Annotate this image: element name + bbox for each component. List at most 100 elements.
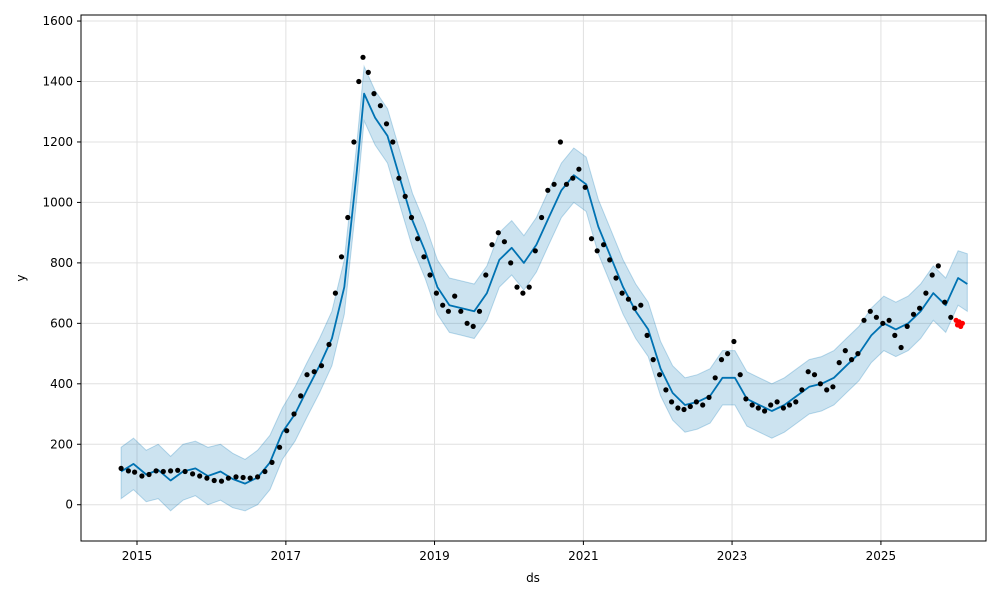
data-point — [601, 242, 607, 248]
data-point — [570, 175, 576, 181]
data-point — [415, 236, 421, 242]
highlight-point — [959, 320, 966, 326]
data-point — [291, 411, 297, 417]
data-point — [377, 103, 383, 109]
data-point — [298, 393, 304, 399]
data-point — [817, 381, 824, 387]
data-point — [311, 369, 317, 375]
data-point — [225, 475, 231, 481]
data-point — [619, 290, 625, 296]
data-point — [743, 396, 749, 402]
data-point — [514, 284, 520, 290]
data-point — [948, 314, 954, 320]
data-point — [755, 405, 761, 411]
data-point — [408, 214, 415, 221]
data-point — [786, 402, 793, 408]
x-tick-label: 2019 — [419, 549, 450, 563]
data-point — [563, 181, 570, 187]
data-point — [211, 477, 217, 484]
data-point — [669, 399, 675, 405]
observed-points — [118, 54, 954, 484]
uncertainty-band — [120, 64, 968, 512]
uncertainty-band-area — [120, 64, 968, 512]
data-point — [737, 372, 743, 378]
data-point — [942, 299, 948, 305]
data-point — [700, 402, 706, 408]
data-point — [774, 399, 780, 405]
data-point — [118, 465, 124, 471]
data-point — [452, 293, 458, 299]
grid — [81, 15, 986, 541]
data-point — [892, 332, 898, 338]
data-point — [345, 214, 351, 221]
data-point — [146, 471, 152, 478]
data-point — [218, 478, 225, 484]
data-point — [557, 139, 564, 145]
x-tick-label: 2025 — [866, 549, 897, 563]
data-point — [269, 459, 275, 465]
data-point — [318, 363, 325, 369]
data-point — [768, 402, 774, 408]
data-point — [625, 296, 632, 302]
data-point — [551, 181, 557, 187]
data-point — [749, 402, 755, 408]
data-point — [160, 468, 166, 475]
data-point — [762, 408, 768, 414]
data-point — [262, 468, 268, 475]
data-point — [304, 372, 310, 378]
data-point — [650, 357, 656, 363]
data-point — [390, 139, 396, 145]
data-point — [175, 467, 181, 473]
data-point — [445, 308, 451, 314]
data-point — [255, 474, 261, 480]
y-tick-label: 1600 — [42, 14, 73, 28]
data-point — [483, 272, 489, 278]
x-axis-title: ds — [526, 571, 540, 585]
data-point — [153, 468, 159, 474]
data-point — [923, 290, 929, 296]
x-tick-label: 2015 — [122, 549, 153, 563]
data-point — [632, 305, 638, 311]
data-point — [607, 257, 613, 263]
data-point — [125, 468, 131, 474]
data-point — [470, 323, 476, 329]
x-axis: 2015 2017 2019 2021 2023 2025 — [122, 541, 896, 563]
data-point — [836, 360, 842, 366]
data-point — [277, 444, 283, 450]
data-point — [855, 351, 861, 357]
data-point — [725, 351, 731, 357]
data-point — [793, 399, 799, 405]
data-point — [594, 248, 600, 254]
data-point — [712, 375, 718, 381]
y-tick-label: 600 — [50, 316, 73, 330]
data-point — [811, 372, 818, 378]
data-point — [433, 290, 439, 296]
data-point — [132, 469, 138, 475]
data-point — [539, 214, 545, 221]
data-point — [638, 302, 644, 308]
plot-frame — [80, 14, 987, 542]
x-tick-label: 2023 — [717, 549, 748, 563]
data-point — [663, 387, 669, 393]
data-point — [917, 305, 923, 311]
data-point — [780, 405, 787, 411]
data-point — [182, 468, 188, 475]
data-point — [508, 260, 514, 266]
data-point — [247, 475, 253, 481]
data-point — [904, 323, 910, 329]
data-point — [799, 387, 805, 393]
data-point — [576, 166, 582, 172]
data-point — [842, 348, 848, 354]
data-point — [233, 474, 239, 480]
data-point — [284, 428, 290, 434]
y-tick-label: 1200 — [42, 135, 73, 149]
data-point — [824, 387, 830, 393]
data-point — [476, 308, 483, 314]
data-point — [830, 384, 836, 390]
y-axis: 0 200 400 600 800 1000 1200 1400 1600 — [42, 14, 81, 512]
data-point — [139, 473, 145, 479]
data-point — [675, 405, 681, 411]
data-point — [582, 184, 588, 190]
y-tick-label: 0 — [65, 498, 73, 512]
